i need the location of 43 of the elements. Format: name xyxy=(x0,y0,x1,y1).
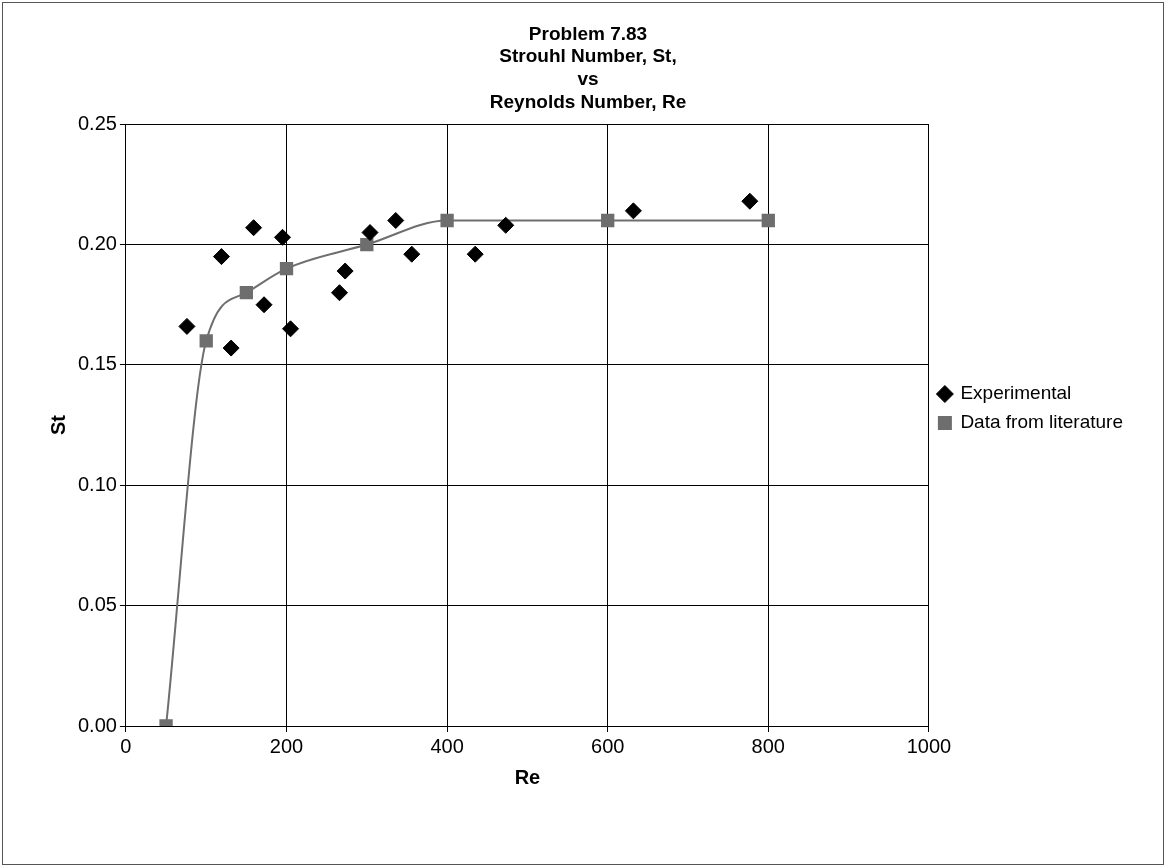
point xyxy=(360,237,374,252)
point xyxy=(497,216,515,234)
x-tick-label: 200 xyxy=(269,734,304,757)
x-tick-label: 0 xyxy=(120,734,132,757)
text: Problem 7.83 xyxy=(528,22,648,44)
point xyxy=(761,213,775,228)
y-tick-label: 0.10 xyxy=(77,472,117,495)
point xyxy=(282,320,300,338)
x-tick-label: 1000 xyxy=(906,734,952,757)
point xyxy=(199,334,213,348)
point xyxy=(212,248,230,266)
point xyxy=(387,211,405,229)
x-axis-title: Re xyxy=(514,765,541,788)
point xyxy=(361,224,379,242)
point xyxy=(624,202,642,220)
point xyxy=(466,245,484,263)
point xyxy=(255,296,273,314)
x-tick-label: 600 xyxy=(591,734,625,757)
y-tick-label: 0.15 xyxy=(77,352,117,375)
point xyxy=(331,284,349,302)
point xyxy=(279,261,294,276)
text: vs xyxy=(577,68,599,90)
point xyxy=(274,228,291,246)
legend-label: Experimental xyxy=(960,382,1072,404)
x-tick-label: 400 xyxy=(430,734,464,757)
point xyxy=(245,219,263,237)
point xyxy=(239,286,254,300)
point xyxy=(403,245,421,263)
text: Reynolds Number, Re xyxy=(489,91,687,113)
y-tick-label: 0.05 xyxy=(77,593,117,616)
point xyxy=(178,317,196,335)
text: Strouhl Number, St, xyxy=(499,45,677,67)
point xyxy=(336,262,354,280)
point xyxy=(741,192,759,210)
point xyxy=(222,339,240,357)
y-tick-label: 0.25 xyxy=(77,111,117,134)
point xyxy=(440,213,454,228)
legend-label: Data from literature xyxy=(960,411,1124,433)
y-axis-title: St xyxy=(46,414,69,436)
point xyxy=(601,213,615,228)
y-tick-label: 0.20 xyxy=(77,232,117,255)
x-tick-label: 800 xyxy=(751,734,785,757)
y-tick-label: 0.00 xyxy=(77,713,117,736)
